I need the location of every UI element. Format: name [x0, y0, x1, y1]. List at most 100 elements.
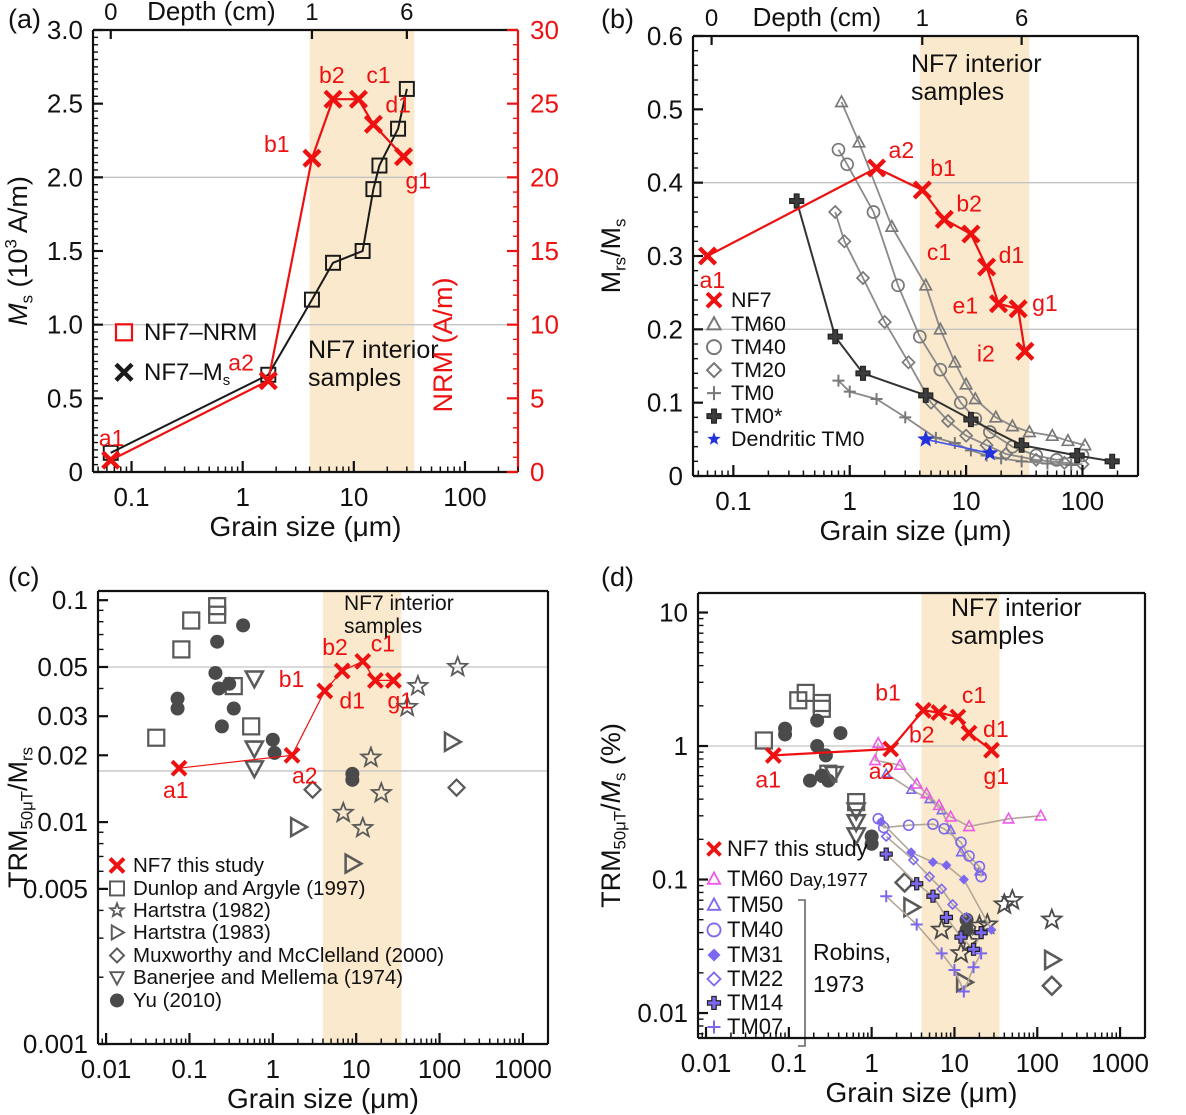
x-tick-label: 1000 [1091, 1048, 1149, 1078]
filled-circle-marker [110, 993, 124, 1008]
legend-label: NF7–Ms [144, 359, 230, 389]
y-tick-label: 0.2 [647, 314, 683, 344]
circle-marker [706, 339, 722, 356]
depth-axis-title: Depth (cm) [753, 2, 882, 32]
filled-circle-marker [236, 618, 251, 633]
band-nf7-interior [921, 593, 1000, 1038]
circle-marker [891, 278, 905, 293]
point-label-a2: a2 [292, 762, 318, 788]
legend-label: Hartstra (1982) [133, 899, 271, 922]
point-label-a2: a2 [869, 758, 895, 784]
bold-plus-marker [706, 408, 722, 424]
x-marker [385, 671, 402, 689]
bold-plus-marker [1014, 437, 1030, 453]
x-marker [302, 148, 322, 168]
plus-marker [948, 437, 961, 449]
point-label-d1: d1 [983, 716, 1009, 742]
series-line [834, 211, 1083, 466]
x-marker [764, 747, 782, 764]
point-label-a2: a2 [889, 137, 915, 163]
x-marker [258, 371, 278, 391]
bold-plus-marker [855, 365, 871, 381]
diamond-marker [940, 413, 956, 429]
x-tick-label: 0.1 [715, 486, 751, 516]
triangle-right-marker [1043, 948, 1064, 972]
square-marker [325, 254, 342, 271]
point-label-c1: c1 [371, 630, 395, 656]
x-tick-label: 1000 [494, 1054, 552, 1084]
diamond-marker [893, 871, 916, 894]
band-rect [921, 593, 1000, 1038]
filled-star-marker [981, 444, 999, 461]
y-tick-label: 0.1 [652, 865, 688, 895]
diamond-marker [1028, 452, 1044, 468]
point-label-a2: a2 [228, 350, 254, 376]
diamond-marker [828, 204, 843, 220]
series-tm07 [880, 890, 988, 998]
x-marker [960, 724, 978, 742]
filled-circle-marker [210, 634, 225, 649]
panel-letter-a: (a) [8, 4, 41, 34]
filled-circle-marker [345, 772, 360, 787]
filled-circle-marker [211, 681, 226, 696]
x-marker [348, 89, 368, 109]
square-marker [147, 728, 166, 747]
plus-marker [832, 374, 845, 387]
x-marker [866, 158, 887, 178]
x-tick-label: 100 [418, 1054, 461, 1084]
point-label-a1: a1 [700, 267, 726, 293]
square-marker [796, 683, 815, 703]
filled-star-marker [917, 430, 935, 447]
series-line [110, 88, 408, 454]
bold-plus-marker [918, 387, 934, 403]
band-label-line: NF7 interior [344, 592, 454, 615]
y-tick-label: 0 [69, 457, 83, 487]
square-marker [812, 693, 831, 713]
square-marker [208, 605, 227, 624]
triangle-down-marker [823, 765, 845, 786]
y-tick-label: 0.4 [647, 168, 683, 198]
triangle-up-marker [871, 736, 885, 749]
triangle-up-marker [868, 753, 882, 766]
filled-circle-marker [818, 748, 833, 763]
x-marker [283, 746, 301, 764]
circle-marker [933, 362, 948, 377]
filled-circle-marker [833, 726, 848, 741]
x-marker [170, 759, 188, 777]
series-line [880, 821, 993, 931]
star-marker [1000, 887, 1025, 911]
series-banerjee-and-mellema-1974- [243, 670, 265, 780]
x-tick-label: 10 [940, 1048, 969, 1078]
triangle-up-marker [968, 391, 983, 405]
y-tick-label: 0.01 [637, 998, 688, 1028]
series-tm0- [789, 193, 1120, 469]
legend-label: NF7 this study [133, 854, 265, 877]
x-marker [393, 147, 414, 167]
triangle-up-marker [988, 409, 1003, 423]
plus-marker [957, 985, 970, 998]
legend-bracket-label: Robins, [813, 939, 891, 965]
legend-label: Muxworthy and McClelland (2000) [133, 944, 444, 967]
y2-tick-label: 20 [530, 162, 559, 192]
triangle-up-marker [1022, 424, 1037, 438]
triangle-up-marker [1060, 433, 1076, 447]
circle-marker [927, 818, 939, 830]
triangle-up-marker [893, 757, 907, 770]
star-marker [405, 673, 430, 697]
series-hartstra-1983- [289, 730, 464, 875]
x-marker [706, 841, 722, 857]
y-tick-label: 1.0 [47, 310, 83, 340]
point-label-c1: c1 [366, 62, 390, 88]
y-tick-label: 3.0 [47, 15, 83, 45]
filled-diamond-marker [941, 860, 952, 871]
triangle-up-marker [884, 218, 899, 233]
x-tick-label: 1 [266, 1054, 280, 1084]
point-label-d1: d1 [339, 687, 365, 713]
triangle-up-marker [705, 315, 723, 331]
bold-plus-marker [1069, 447, 1085, 464]
triangle-up-marker [919, 786, 934, 799]
bold-plus-marker [879, 847, 893, 861]
